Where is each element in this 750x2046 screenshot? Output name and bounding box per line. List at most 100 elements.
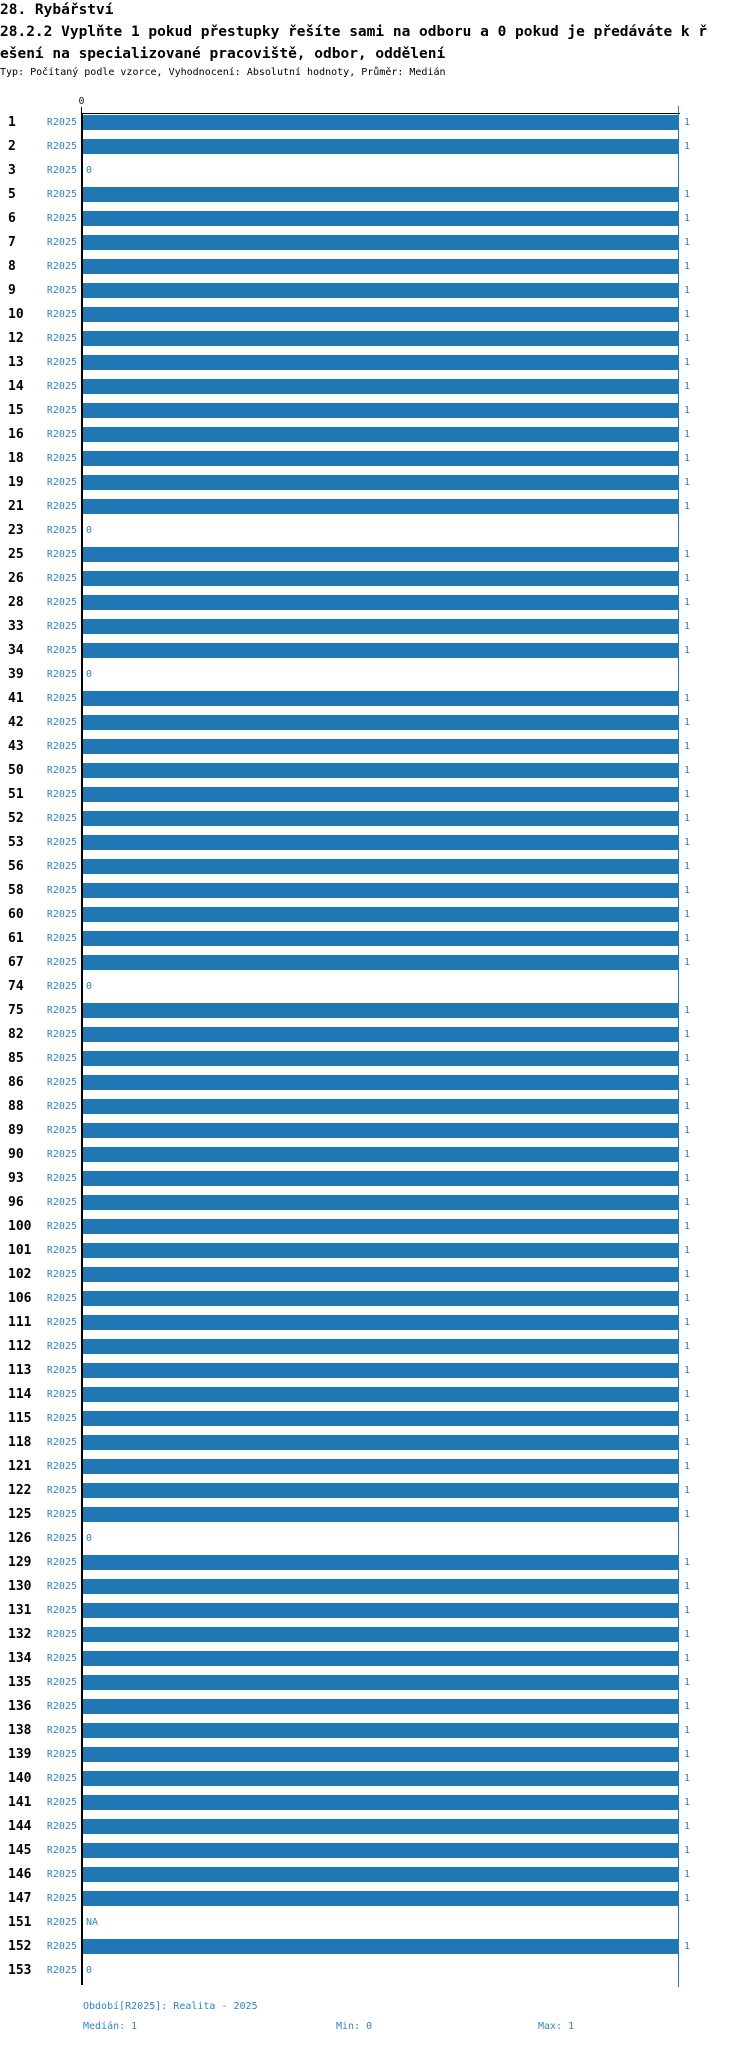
bar-value-1 (83, 691, 678, 706)
row-category-label: 101 (8, 1243, 32, 1258)
table-row: 39 R2025 0 (0, 663, 750, 687)
bar-value-1 (83, 1291, 678, 1306)
bar-value-1 (83, 355, 678, 370)
row-category-label: 115 (8, 1411, 32, 1426)
table-row: 9 R2025 1 (0, 279, 750, 303)
bar-value-1 (83, 1939, 678, 1954)
bar-value-1 (83, 763, 678, 778)
bar-value-label: 1 (684, 1245, 691, 1256)
bar-value-1 (83, 331, 678, 346)
table-row: 50 R2025 1 (0, 759, 750, 783)
bar-value-label: 0 (86, 525, 93, 536)
row-series-label: R2025 (46, 189, 77, 200)
table-row: 33 R2025 1 (0, 615, 750, 639)
bar-value-1 (83, 1003, 678, 1018)
bar-value-label: 1 (684, 1341, 691, 1352)
row-series-label: R2025 (46, 429, 77, 440)
bar-value-label: 1 (684, 1605, 691, 1616)
bar-value-label: 1 (684, 741, 691, 752)
bar-value-label: 1 (684, 1101, 691, 1112)
table-row: 121 R2025 1 (0, 1455, 750, 1479)
bar-value-1 (83, 1771, 678, 1786)
row-category-label: 111 (8, 1315, 32, 1330)
table-row: 56 R2025 1 (0, 855, 750, 879)
bar-value-1 (83, 1339, 678, 1354)
table-row: 147 R2025 1 (0, 1887, 750, 1911)
row-series-label: R2025 (46, 357, 77, 368)
bar-value-label: 1 (684, 1653, 691, 1664)
row-category-label: 144 (8, 1819, 32, 1834)
table-row: 2 R2025 1 (0, 135, 750, 159)
bar-value-label: 1 (684, 237, 691, 248)
row-category-label: 88 (8, 1099, 24, 1114)
bar-value-label: 1 (684, 1629, 691, 1640)
bar-value-label: 1 (684, 477, 691, 488)
bar-value-1 (83, 1195, 678, 1210)
row-series-label: R2025 (46, 165, 77, 176)
row-category-label: 43 (8, 739, 24, 754)
row-series-label: R2025 (46, 1701, 77, 1712)
table-row: 26 R2025 1 (0, 567, 750, 591)
row-category-label: 61 (8, 931, 24, 946)
row-series-label: R2025 (46, 957, 77, 968)
row-series-label: R2025 (46, 117, 77, 128)
bar-value-label: 1 (684, 1749, 691, 1760)
row-series-label: R2025 (46, 1797, 77, 1808)
bar-value-label: 1 (684, 573, 691, 584)
row-category-label: 93 (8, 1171, 24, 1186)
bar-value-1 (83, 1675, 678, 1690)
x-axis-tick-0 (81, 107, 82, 113)
bar-value-label: 1 (684, 1197, 691, 1208)
row-category-label: 58 (8, 883, 24, 898)
table-row: 53 R2025 1 (0, 831, 750, 855)
table-row: 75 R2025 1 (0, 999, 750, 1023)
bar-value-label: 1 (684, 1365, 691, 1376)
row-category-label: 136 (8, 1699, 32, 1714)
bar-value-label: 1 (684, 213, 691, 224)
row-series-label: R2025 (46, 381, 77, 392)
bar-value-label: 1 (684, 429, 691, 440)
row-series-label: R2025 (46, 1269, 77, 1280)
row-series-label: R2025 (46, 693, 77, 704)
row-category-label: 147 (8, 1891, 32, 1906)
row-category-label: 14 (8, 379, 24, 394)
row-series-label: R2025 (46, 1653, 77, 1664)
table-row: 139 R2025 1 (0, 1743, 750, 1767)
table-row: 34 R2025 1 (0, 639, 750, 663)
row-category-label: 122 (8, 1483, 32, 1498)
row-series-label: R2025 (46, 1749, 77, 1760)
bar-value-1 (83, 787, 678, 802)
bar-value-label: 1 (684, 813, 691, 824)
question-text-line-2: ešení na specializované pracoviště, odbo… (0, 46, 446, 62)
row-series-label: R2025 (46, 261, 77, 272)
table-row: 88 R2025 1 (0, 1095, 750, 1119)
y-axis-spine (81, 113, 83, 1985)
row-series-label: R2025 (46, 309, 77, 320)
row-series-label: R2025 (46, 1869, 77, 1880)
bar-value-label: 1 (684, 1293, 691, 1304)
table-row: 67 R2025 1 (0, 951, 750, 975)
bar-value-1 (83, 1099, 678, 1114)
row-series-label: R2025 (46, 909, 77, 920)
row-category-label: 135 (8, 1675, 32, 1690)
bar-value-label: 1 (684, 1221, 691, 1232)
table-row: 74 R2025 0 (0, 975, 750, 999)
table-row: 42 R2025 1 (0, 711, 750, 735)
row-series-label: R2025 (46, 765, 77, 776)
max-stat: Max: 1 (538, 2021, 575, 2032)
row-category-label: 146 (8, 1867, 32, 1882)
row-category-label: 113 (8, 1363, 32, 1378)
bar-value-label: 1 (684, 405, 691, 416)
row-category-label: 41 (8, 691, 24, 706)
table-row: 141 R2025 1 (0, 1791, 750, 1815)
table-row: 153 R2025 0 (0, 1959, 750, 1983)
row-series-label: R2025 (46, 549, 77, 560)
row-category-label: 26 (8, 571, 24, 586)
x-axis-tick-1 (678, 106, 679, 113)
bar-value-label: 1 (684, 1509, 691, 1520)
bar-value-1 (83, 1315, 678, 1330)
row-category-label: 13 (8, 355, 24, 370)
table-row: 3 R2025 0 (0, 159, 750, 183)
table-row: 101 R2025 1 (0, 1239, 750, 1263)
bar-value-1 (83, 1891, 678, 1906)
